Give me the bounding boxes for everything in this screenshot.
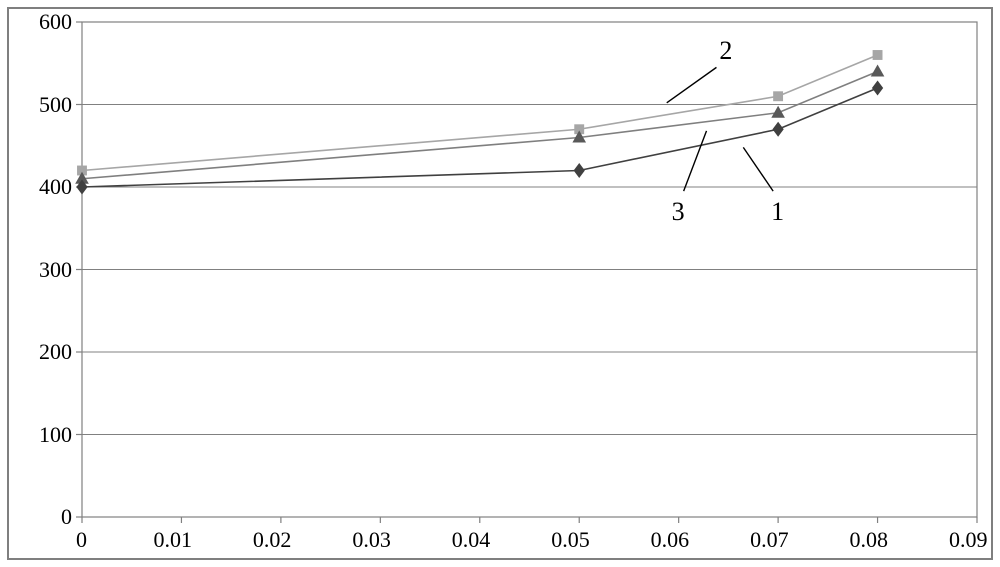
x-tick-label: 0.07 — [750, 527, 789, 553]
marker-square — [774, 92, 783, 101]
y-tick-label: 500 — [39, 92, 72, 118]
series-label-2: 2 — [719, 36, 732, 66]
y-tick-label: 0 — [61, 504, 72, 530]
y-tick-label: 200 — [39, 339, 72, 365]
x-tick-label: 0.03 — [352, 527, 391, 553]
x-tick-label: 0.04 — [452, 527, 491, 553]
y-tick-label: 400 — [39, 174, 72, 200]
x-tick-label: 0.09 — [949, 527, 988, 553]
y-tick-label: 600 — [39, 9, 72, 35]
series-label-1: 1 — [771, 197, 784, 227]
x-tick-label: 0.06 — [651, 527, 690, 553]
x-tick-label: 0 — [76, 527, 87, 553]
x-tick-label: 0.01 — [153, 527, 192, 553]
series-label-3: 3 — [672, 197, 685, 227]
y-tick-label: 300 — [39, 257, 72, 283]
x-tick-label: 0.05 — [551, 527, 590, 553]
y-tick-label: 100 — [39, 422, 72, 448]
line-chart — [0, 0, 1000, 567]
x-tick-label: 0.02 — [253, 527, 292, 553]
marker-square — [873, 51, 882, 60]
x-tick-label: 0.08 — [850, 527, 889, 553]
